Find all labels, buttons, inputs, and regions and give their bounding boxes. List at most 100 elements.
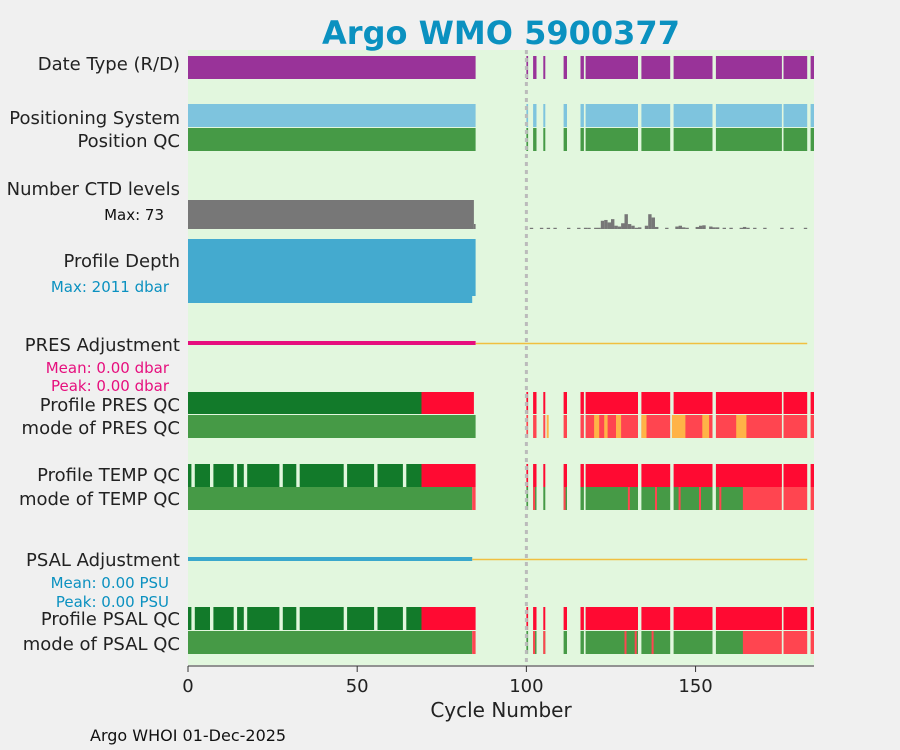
mode-pres-qc-bar-111 xyxy=(810,415,814,438)
label-mode-psal-qc: mode of PSAL QC xyxy=(23,634,180,655)
profile-psal-qc-gap-165 xyxy=(191,607,195,630)
label-psal-mean: Mean: 0.00 PSU xyxy=(51,574,169,592)
ctd-levels-bar-36 xyxy=(188,200,474,229)
ctd-levels-bar-81 xyxy=(763,227,767,229)
mode-temp-qc-flag-157 xyxy=(563,487,566,510)
mode-psal-qc-flag-199 xyxy=(533,631,536,654)
profile-temp-qc-bar-138 xyxy=(673,464,713,487)
positioning-bar-20 xyxy=(673,104,713,127)
position-qc-bar-33 xyxy=(715,128,782,151)
mode-pres-qc-bar-103 xyxy=(543,415,546,438)
profile-pres-qc-bar-99 xyxy=(810,392,814,414)
label-ctd-max: Max: 73 xyxy=(104,206,164,224)
mode-temp-qc-flag-162 xyxy=(719,487,722,510)
ctd-levels-bar-39 xyxy=(539,227,544,229)
x-axis-ticks: 0 50 100 150 xyxy=(182,666,713,697)
x-tick-label-100: 100 xyxy=(509,676,543,697)
position-qc-bar-30 xyxy=(585,128,638,151)
ctd-levels-bar-82 xyxy=(780,227,784,229)
mode-temp-qc-bar-143 xyxy=(472,487,476,510)
date-type-bar-3 xyxy=(543,56,546,79)
profile-temp-qc-gap-130 xyxy=(402,464,407,487)
profile-temp-qc-gap-122 xyxy=(191,464,195,487)
footer-credit: Argo WHOI 01-Dec-2025 xyxy=(90,726,286,745)
profile-psal-qc-bar-176 xyxy=(543,607,546,630)
mode-pres-qc-bar-105 xyxy=(580,415,584,438)
profile-temp-qc-gap-126 xyxy=(279,464,283,487)
mode-psal-qc-bar-192 xyxy=(585,631,638,654)
profile-psal-qc-gap-167 xyxy=(233,607,238,630)
label-profile-psal-qc: Profile PSAL QC xyxy=(41,609,180,630)
mode-psal-qc-flag-201 xyxy=(624,631,627,654)
label-psal-peak: Peak: 0.00 PSU xyxy=(56,593,169,611)
mode-psal-qc-flag-203 xyxy=(651,631,654,654)
mode-pres-qc-bar-106 xyxy=(585,415,638,438)
ctd-levels-bar-70 xyxy=(699,225,703,229)
date-type-bar-10 xyxy=(783,56,808,79)
ctd-levels-bar-59 xyxy=(638,227,642,229)
date-type-bar-8 xyxy=(673,56,713,79)
mode-psal-qc-bar-193 xyxy=(641,631,671,654)
profile-temp-qc-bar-134 xyxy=(563,464,567,487)
mode-temp-qc-bar-142 xyxy=(188,487,473,510)
profile-pres-qc-bar-87 xyxy=(188,392,422,414)
mode-temp-qc-bar-154 xyxy=(783,487,808,510)
mode-pres-qc-bar-100 xyxy=(188,415,476,438)
ctd-levels-bar-37 xyxy=(473,224,476,229)
profile-pres-qc-bar-96 xyxy=(673,392,713,414)
date-type-bar-11 xyxy=(810,56,814,79)
mode-pres-qc-bar-104 xyxy=(563,415,567,438)
profile-temp-qc-gap-124 xyxy=(233,464,238,487)
ctd-levels-bar-38 xyxy=(529,227,534,229)
profile-pres-qc-bar-88 xyxy=(421,392,474,414)
positioning-bar-14 xyxy=(533,104,537,127)
ctd-levels-bar-79 xyxy=(746,227,750,229)
x-tick-label-50: 50 xyxy=(346,676,369,697)
position-qc-bar-26 xyxy=(533,128,537,151)
label-pres-adjustment: PRES Adjustment xyxy=(25,335,180,356)
ctd-levels-bar-64 xyxy=(665,227,669,229)
x-tick-label-0: 0 xyxy=(182,676,193,697)
mode-temp-qc-bar-148 xyxy=(580,487,584,510)
ctd-levels-bar-80 xyxy=(753,227,757,229)
profile-temp-qc-gap-127 xyxy=(296,464,300,487)
mode-psal-qc-bar-196 xyxy=(742,631,782,654)
label-position-qc: Position QC xyxy=(77,131,180,152)
profile-pres-qc-bar-92 xyxy=(563,392,567,414)
profile-psal-qc-bar-184 xyxy=(810,607,814,630)
profile-temp-qc-bar-132 xyxy=(533,464,537,487)
mode-pres-qc-bar-102 xyxy=(533,415,537,438)
profile-depth-bar-86 xyxy=(188,296,473,303)
profile-temp-qc-bar-120 xyxy=(188,464,422,487)
profile-pres-qc-bar-90 xyxy=(533,392,537,414)
chart-bars xyxy=(188,56,814,654)
ctd-levels-bar-54 xyxy=(621,223,625,229)
label-pres-peak: Peak: 0.00 dbar xyxy=(51,377,170,395)
ctd-levels-bar-40 xyxy=(546,227,551,229)
profile-psal-qc-gap-171 xyxy=(343,607,348,630)
ctd-levels-bar-48 xyxy=(600,220,605,229)
mode-temp-qc-bar-153 xyxy=(742,487,782,510)
ctd-levels-bar-72 xyxy=(709,226,713,229)
mode-temp-qc-bar-149 xyxy=(585,487,638,510)
position-qc-bar-27 xyxy=(543,128,546,151)
ctd-levels-bar-75 xyxy=(722,227,726,229)
ctd-levels-bar-46 xyxy=(594,227,598,229)
label-mode-pres-qc: mode of PRES QC xyxy=(22,418,180,439)
profile-temp-qc-bar-137 xyxy=(641,464,671,487)
mode-pres-qc-orange-bar-113 xyxy=(594,415,600,438)
ctd-levels-bar-63 xyxy=(655,226,659,229)
ctd-levels-bar-49 xyxy=(604,219,608,229)
profile-temp-qc-bar-133 xyxy=(543,464,546,487)
profile-pres-qc-bar-93 xyxy=(580,392,584,414)
profile-psal-qc-bar-179 xyxy=(585,607,638,630)
date-type-bar-7 xyxy=(641,56,671,79)
ctd-levels-bar-41 xyxy=(553,227,557,229)
mode-pres-qc-bar-107 xyxy=(641,415,671,438)
profile-temp-qc-gap-123 xyxy=(210,464,214,487)
mode-psal-qc-bar-186 xyxy=(472,631,476,654)
profile-temp-qc-bar-140 xyxy=(783,464,808,487)
mode-pres-qc-orange-bar-116 xyxy=(641,415,647,438)
mode-psal-qc-bar-197 xyxy=(783,631,808,654)
ctd-levels-bar-43 xyxy=(577,227,581,229)
